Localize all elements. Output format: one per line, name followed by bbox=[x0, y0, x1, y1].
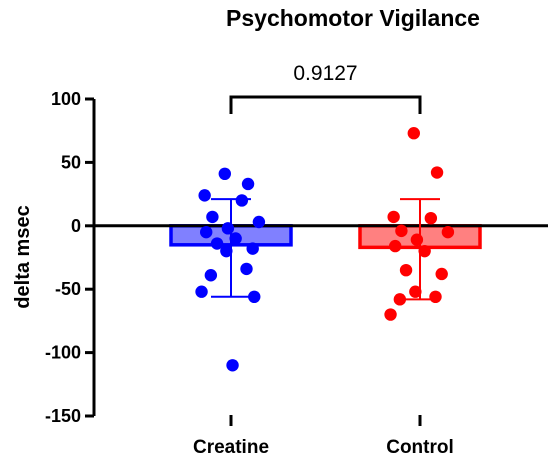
data-point-creatine bbox=[226, 359, 239, 372]
data-point-creatine bbox=[200, 225, 213, 239]
data-point-control bbox=[407, 127, 420, 140]
data-point-creatine bbox=[235, 194, 249, 207]
data-point-control bbox=[429, 290, 442, 304]
data-point-control bbox=[409, 285, 422, 298]
significance-bracket bbox=[229, 95, 422, 114]
x-tick-label: Control bbox=[386, 437, 454, 458]
data-point-creatine bbox=[240, 262, 253, 276]
data-point-control bbox=[399, 263, 413, 277]
data-point-control bbox=[384, 308, 397, 321]
data-point-creatine bbox=[210, 237, 224, 250]
data-point-creatine bbox=[246, 242, 259, 255]
y-tick-label: -150 bbox=[45, 406, 81, 426]
data-point-control bbox=[389, 239, 402, 253]
data-point-creatine bbox=[221, 222, 235, 235]
data-point-control bbox=[387, 210, 400, 224]
data-point-creatine bbox=[204, 269, 218, 282]
data-point-creatine bbox=[220, 244, 233, 258]
data-point-control bbox=[393, 293, 407, 306]
data-point-creatine bbox=[195, 285, 208, 298]
data-point-control bbox=[424, 211, 438, 225]
data-point-control bbox=[441, 225, 455, 239]
data-point-control bbox=[395, 224, 408, 238]
data-point-control bbox=[410, 233, 424, 246]
data-point-creatine bbox=[198, 189, 211, 202]
data-point-creatine bbox=[248, 290, 261, 304]
y-tick-label: 50 bbox=[61, 152, 81, 172]
data-point-creatine bbox=[252, 215, 266, 229]
chart-title: Psychomotor Vigilance bbox=[226, 5, 480, 31]
y-axis-label: delta msec bbox=[12, 205, 34, 308]
y-tick-label: -50 bbox=[55, 279, 81, 299]
x-tick-label: Creatine bbox=[193, 437, 269, 458]
data-point-creatine bbox=[229, 232, 242, 245]
data-point-control bbox=[418, 244, 431, 258]
data-point-creatine bbox=[206, 210, 219, 224]
data-point-creatine bbox=[218, 167, 231, 181]
p-value-label: 0.9127 bbox=[293, 62, 357, 85]
data-point-control bbox=[435, 267, 448, 281]
data-point-control bbox=[430, 166, 444, 179]
data-point-creatine bbox=[241, 177, 255, 191]
y-tick-label: 100 bbox=[51, 89, 81, 109]
y-tick-label: -100 bbox=[45, 343, 81, 363]
y-tick-label: 0 bbox=[71, 216, 81, 236]
plot-area: 100 50 0 -50 -100 -150 Creatine Control 0.9127 bbox=[45, 62, 548, 458]
